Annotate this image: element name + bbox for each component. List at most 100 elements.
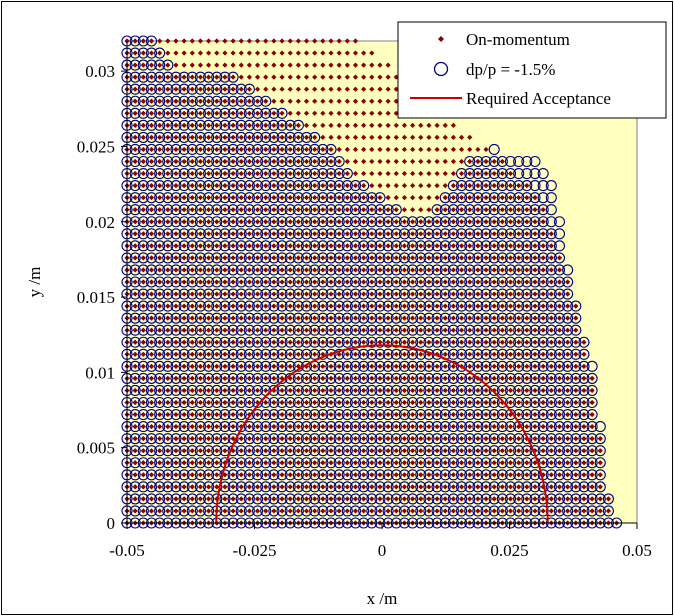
data-point-on-momentum bbox=[246, 267, 252, 273]
data-point-dp-p bbox=[349, 312, 362, 324]
y-tick-label: 0 bbox=[107, 514, 116, 533]
data-point-dp-p bbox=[309, 240, 321, 252]
data-point-on-momentum bbox=[483, 411, 489, 418]
data-point-dp-p bbox=[137, 180, 149, 192]
data-point-dp-p bbox=[145, 505, 158, 517]
data-point-on-momentum bbox=[238, 472, 244, 478]
data-point-on-momentum bbox=[467, 411, 473, 418]
data-point-dp-p bbox=[235, 168, 247, 180]
data-point-dp-p bbox=[235, 143, 247, 155]
data-point-on-momentum bbox=[197, 472, 204, 478]
data-point-dp-p bbox=[423, 360, 435, 372]
data-point-on-momentum bbox=[320, 411, 326, 418]
data-point-on-momentum bbox=[352, 315, 359, 321]
data-point-dp-p bbox=[309, 469, 321, 481]
data-point-on-momentum bbox=[206, 62, 212, 68]
data-point-dp-p bbox=[480, 276, 492, 288]
data-point-on-momentum bbox=[328, 207, 334, 213]
data-point-on-momentum bbox=[336, 62, 342, 68]
data-point-dp-p bbox=[170, 505, 182, 517]
data-point-on-momentum bbox=[418, 436, 424, 442]
data-point-on-momentum bbox=[140, 267, 146, 273]
data-point-dp-p bbox=[349, 384, 362, 397]
data-point-dp-p bbox=[284, 216, 296, 228]
data-point-dp-p bbox=[504, 264, 517, 276]
data-point-on-momentum bbox=[140, 448, 146, 454]
data-point-on-momentum bbox=[361, 50, 367, 56]
data-point-dp-p bbox=[235, 83, 247, 95]
data-point-dp-p bbox=[227, 457, 239, 469]
data-point-dp-p bbox=[309, 493, 321, 505]
data-point-on-momentum bbox=[442, 195, 448, 201]
data-point-dp-p bbox=[594, 505, 606, 517]
data-point-on-momentum bbox=[410, 399, 416, 406]
data-point-dp-p bbox=[521, 312, 533, 324]
data-point-on-momentum bbox=[230, 146, 236, 153]
data-point-dp-p bbox=[317, 252, 329, 264]
data-point-on-momentum bbox=[148, 327, 155, 333]
data-point-on-momentum bbox=[401, 472, 408, 478]
data-point-on-momentum bbox=[197, 170, 204, 177]
data-point-dp-p bbox=[243, 143, 255, 155]
data-point-dp-p bbox=[154, 481, 166, 493]
data-point-on-momentum bbox=[254, 387, 261, 394]
data-point-dp-p bbox=[317, 288, 329, 300]
data-point-on-momentum bbox=[279, 291, 285, 297]
data-point-on-momentum bbox=[516, 327, 522, 333]
data-point-on-momentum bbox=[312, 255, 318, 261]
data-point-on-momentum bbox=[238, 110, 244, 116]
data-point-dp-p bbox=[374, 324, 386, 336]
data-point-dp-p bbox=[129, 396, 141, 409]
data-point-dp-p bbox=[456, 372, 468, 384]
data-point-on-momentum bbox=[499, 231, 505, 237]
data-point-on-momentum bbox=[271, 134, 277, 140]
data-point-on-momentum bbox=[189, 460, 195, 466]
data-point-on-momentum bbox=[263, 424, 269, 430]
data-point-on-momentum bbox=[565, 351, 571, 357]
data-point-on-momentum bbox=[279, 62, 285, 68]
data-point-on-momentum bbox=[458, 219, 465, 225]
data-point-on-momentum bbox=[458, 484, 465, 490]
data-point-dp-p bbox=[415, 396, 427, 409]
data-point-dp-p bbox=[162, 421, 174, 433]
data-point-on-momentum bbox=[385, 255, 391, 261]
data-point-on-momentum bbox=[442, 424, 448, 430]
data-point-on-momentum bbox=[434, 219, 440, 225]
data-point-dp-p bbox=[309, 288, 321, 300]
data-point-dp-p bbox=[211, 408, 223, 421]
data-point-dp-p bbox=[382, 469, 394, 481]
data-point-on-momentum bbox=[361, 363, 367, 369]
data-point-dp-p bbox=[537, 360, 549, 372]
data-point-dp-p bbox=[545, 180, 557, 192]
data-point-dp-p bbox=[154, 240, 166, 252]
data-point-dp-p bbox=[456, 457, 468, 469]
data-point-dp-p bbox=[170, 433, 182, 445]
data-point-on-momentum bbox=[246, 448, 252, 454]
data-point-on-momentum bbox=[238, 484, 244, 490]
data-point-dp-p bbox=[235, 396, 247, 409]
data-point-on-momentum bbox=[344, 110, 350, 116]
data-point-dp-p bbox=[488, 180, 500, 192]
data-point-dp-p bbox=[219, 348, 231, 360]
data-point-on-momentum bbox=[148, 122, 155, 128]
data-point-on-momentum bbox=[165, 86, 171, 92]
data-point-dp-p bbox=[309, 204, 321, 216]
data-point-dp-p bbox=[252, 433, 264, 445]
data-point-dp-p bbox=[260, 336, 272, 348]
data-point-on-momentum bbox=[491, 315, 497, 321]
data-point-on-momentum bbox=[573, 363, 579, 369]
data-point-dp-p bbox=[284, 421, 296, 433]
data-point-on-momentum bbox=[401, 315, 408, 321]
data-point-on-momentum bbox=[605, 508, 612, 514]
data-point-dp-p bbox=[496, 276, 508, 288]
data-point-dp-p bbox=[186, 168, 198, 180]
data-point-dp-p bbox=[480, 421, 492, 433]
data-point-dp-p bbox=[529, 155, 541, 168]
data-point-on-momentum bbox=[507, 448, 514, 454]
data-point-dp-p bbox=[170, 469, 182, 481]
data-point-on-momentum bbox=[320, 375, 326, 381]
data-point-on-momentum bbox=[499, 279, 505, 285]
data-point-on-momentum bbox=[361, 411, 367, 418]
data-point-on-momentum bbox=[450, 339, 456, 345]
data-point-dp-p bbox=[235, 348, 247, 360]
